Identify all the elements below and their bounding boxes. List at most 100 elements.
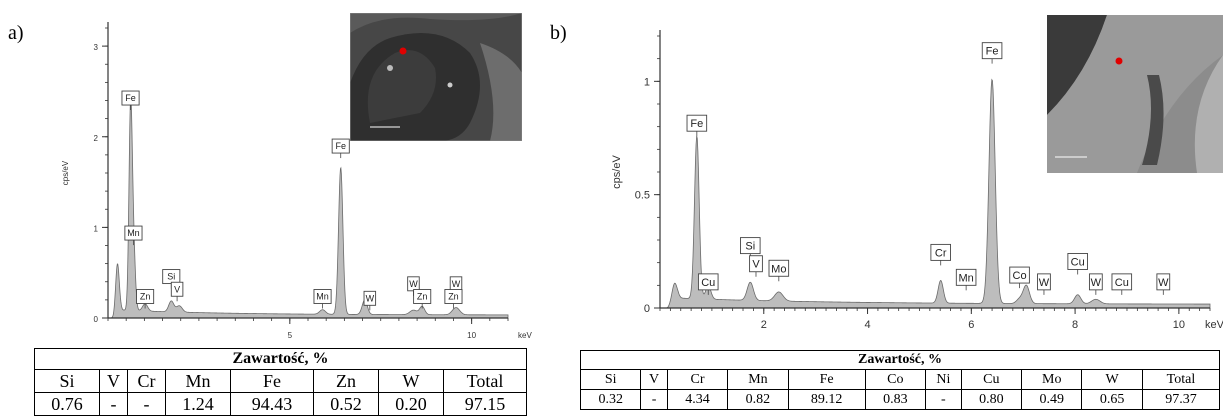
table-value-cell: 0.82 [727,389,789,410]
peak-label: W [1156,273,1171,295]
peak-label-text: V [752,259,760,271]
table-value-cell: - [925,389,962,410]
y-tick-label: 3 [94,43,99,52]
peak-label: Si [740,237,761,259]
peak-label: Mn [955,268,977,291]
peak-label: Fe [121,90,140,111]
y-tick-label: 1 [94,224,99,233]
x-tick-label: 2 [761,319,767,331]
table-header-cell: V [99,369,128,393]
table-header-cell: Cr [666,369,729,390]
peak-label: Cr [930,243,951,266]
table-value-cell: - [99,392,128,416]
table-value-cell: 0.76 [34,392,100,416]
peak-label-text: Cu [1115,277,1129,289]
table-header-cell: Ni [925,369,962,390]
peak-label-text: Co [1013,270,1027,282]
peak-label-text: Mo [771,263,786,275]
eds-spectrum-b: 2 4 6 8 10 keV 0 0.5 1 cps/eV Fe Cu Si V Mo Cr Mn Fe Co W Cu… [611,30,1223,331]
table-header-cell: Fe [787,369,866,390]
peak-label-text: Fe [986,46,999,58]
measurement-point-b [1115,57,1123,65]
table-header-cell: Co [864,369,927,390]
eds-spectrum-a: 5 10 keV 0 1 2 3 cps/eV Fe Mn Si V Zn Fe Mn W W Zn W Zn [61,22,532,340]
peak-label-text: W [409,279,418,289]
peak-label-text: Mn [127,228,140,238]
table-header-cell: W [378,369,444,393]
table-value-cell: 0.20 [378,392,444,416]
peak-label-text: Si [745,241,755,253]
x-unit-label: keV [1205,319,1223,331]
table-value-cell: 89.12 [787,389,866,410]
peak-label: Fe [686,114,708,137]
peak-label-text: Fe [690,118,703,130]
peak-label: Cu [697,273,719,295]
table-value-cell: 0.52 [313,392,379,416]
y-tick-label: 0 [94,315,99,324]
peak-label: W [1088,273,1103,295]
x-tick-label: 10 [1173,319,1185,331]
table-value-cell: 94.43 [230,392,314,416]
table-value-cell: - [640,389,668,410]
table-header-cell: Mo [1021,369,1083,390]
table-value-cell: 97.15 [443,392,527,416]
x-tick-label: 4 [864,319,870,331]
measurement-point-a [399,47,407,55]
peak-label-text: W [1158,277,1169,289]
peak-label-text: Cr [935,247,947,259]
table-value-cell: 4.34 [666,389,729,410]
peak-label-text: Cu [1071,256,1085,268]
spectrum-area [660,78,1211,309]
peak-label: Mn [124,225,143,246]
table-value-cell: 0.80 [960,389,1023,410]
table-a-title: Zawartość, % [34,348,527,370]
table-value-cell: 0.83 [864,389,927,410]
composition-table-b: Zawartość, % Si V Cr Mn Fe Co Ni Cu Mo W Total 0.3… [579,350,1221,410]
table-header-cell: W [1081,369,1143,390]
table-value-cell: 97.37 [1141,389,1221,410]
peak-label: Zn [136,289,155,309]
spectrum-area [108,96,509,319]
peak-label: W [363,290,377,311]
table-header-cell: Cr [127,369,166,393]
peak-label: Fe [331,138,350,159]
peak-label: Mo [768,259,790,282]
peak-label: V [749,255,763,277]
x-unit-label: keV [518,331,532,340]
table-value-cell: 0.32 [579,389,642,410]
x-tick-label: 5 [288,331,293,340]
y-tick-label: 0.5 [635,190,650,202]
peak-label: Fe [981,42,1003,64]
x-tick-label: 8 [1072,319,1078,331]
table-header-cell: Cu [960,369,1023,390]
y-tick-label: 2 [94,134,99,143]
peak-label-text: W [1091,277,1102,289]
composition-table-a: Zawartość, % Si V Cr Mn Fe Zn W Total 0.76- -1.2… [34,348,527,416]
table-header-cell: Total [1141,369,1221,390]
table-header-cell: Fe [230,369,314,393]
panel-a-letter: a) [8,22,24,44]
peak-label-text: W [366,293,375,303]
y-axis-label: cps/eV [61,160,70,185]
peak-label-text: Zn [448,292,459,302]
peak-label-text: Mn [958,272,973,284]
peak-label-text: V [174,284,180,294]
sem-image-a [350,13,522,141]
peak-label-text: W [452,279,461,289]
peak-label: Cu [1111,273,1133,295]
peak-label: Cu [1067,253,1088,275]
peak-label-text: Fe [125,93,136,103]
x-tick-label: 10 [467,331,476,340]
peak-label: Zn [444,289,463,309]
peak-label-text: W [1039,277,1050,289]
peak-label-text: Fe [335,141,346,151]
x-tick-label: 6 [968,319,974,331]
table-header-cell: Zn [313,369,379,393]
peak-label-text: Cu [701,277,715,289]
peak-label-text: Mn [316,292,329,302]
y-axis-label: cps/eV [611,155,623,189]
table-header-cell: Si [34,369,100,393]
sem-image-b [1047,15,1223,173]
table-header-cell: Mn [165,369,231,393]
peak-label: V [170,281,184,302]
